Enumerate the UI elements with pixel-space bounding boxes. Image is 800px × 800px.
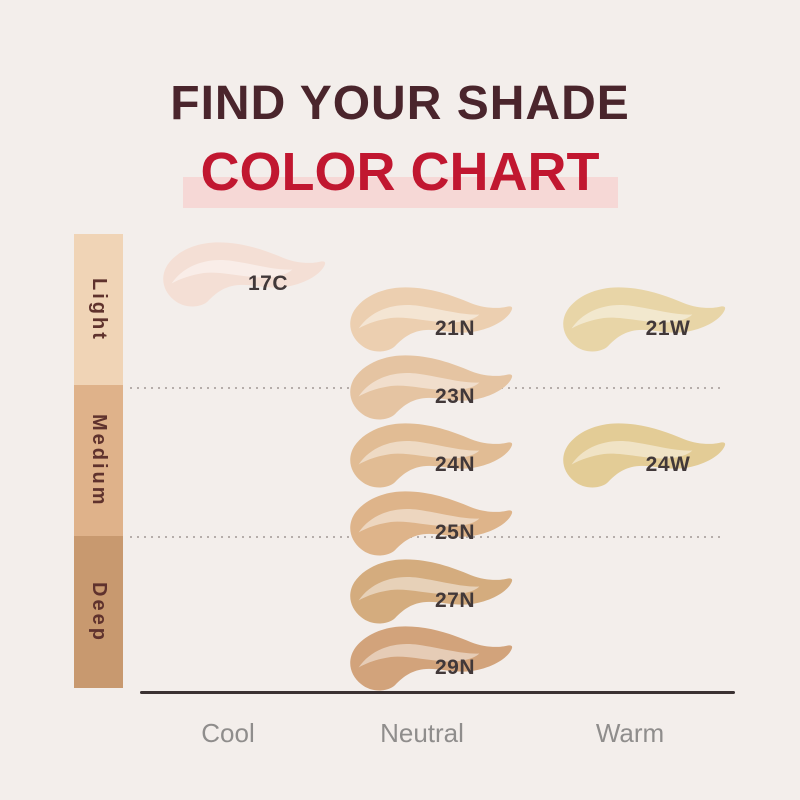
shade-code-label: 23N <box>434 385 476 408</box>
title-highlight-bar <box>183 177 618 208</box>
foundation-smear-icon <box>350 287 513 352</box>
shade-code-label: 24N <box>434 453 476 476</box>
depth-axis: Light Medium Deep <box>74 234 123 688</box>
shade-swatch-21n: 21N <box>345 283 515 353</box>
shade-code-label: 27N <box>434 589 476 612</box>
depth-segment-deep: Deep <box>74 536 123 688</box>
shade-swatch-27n: 27N <box>345 555 515 625</box>
foundation-smear-icon <box>350 355 513 420</box>
depth-label: Deep <box>88 581 110 643</box>
page-subtitle: COLOR CHART <box>200 142 600 202</box>
undertone-label-warm: Warm <box>595 718 665 748</box>
undertone-label-neutral: Neutral <box>380 718 464 748</box>
shade-swatch-23n: 23N <box>345 351 515 421</box>
depth-label: Medium <box>88 413 110 508</box>
shade-code-label: 21N <box>434 317 476 340</box>
foundation-smear-icon <box>350 491 513 556</box>
depth-segment-medium: Medium <box>74 385 123 536</box>
shade-swatch-17c: 17C <box>158 238 328 308</box>
shade-swatch-29n: 29N <box>345 622 515 692</box>
shade-swatch-24w: 24W <box>558 419 728 489</box>
shade-code-label: 25N <box>434 521 476 544</box>
depth-separator-line <box>130 536 723 538</box>
shade-code-label: 17C <box>247 272 289 295</box>
depth-segment-light: Light <box>74 234 123 385</box>
shade-swatch-24n: 24N <box>345 419 515 489</box>
foundation-smear-icon <box>563 423 726 488</box>
shade-code-label: 21W <box>645 317 691 340</box>
foundation-smear-icon <box>563 287 726 352</box>
shade-swatch-25n: 25N <box>345 487 515 557</box>
undertone-axis-line <box>140 691 735 694</box>
depth-label: Light <box>88 277 110 342</box>
foundation-smear-icon <box>350 423 513 488</box>
foundation-smear-icon <box>163 242 326 307</box>
shade-code-label: 24W <box>645 453 691 476</box>
shade-code-label: 29N <box>434 656 476 679</box>
page-title: FIND YOUR SHADE <box>170 77 630 130</box>
undertone-label-cool: Cool <box>201 718 255 748</box>
foundation-smear-icon <box>350 626 513 691</box>
shade-swatch-21w: 21W <box>558 283 728 353</box>
foundation-smear-icon <box>350 559 513 624</box>
